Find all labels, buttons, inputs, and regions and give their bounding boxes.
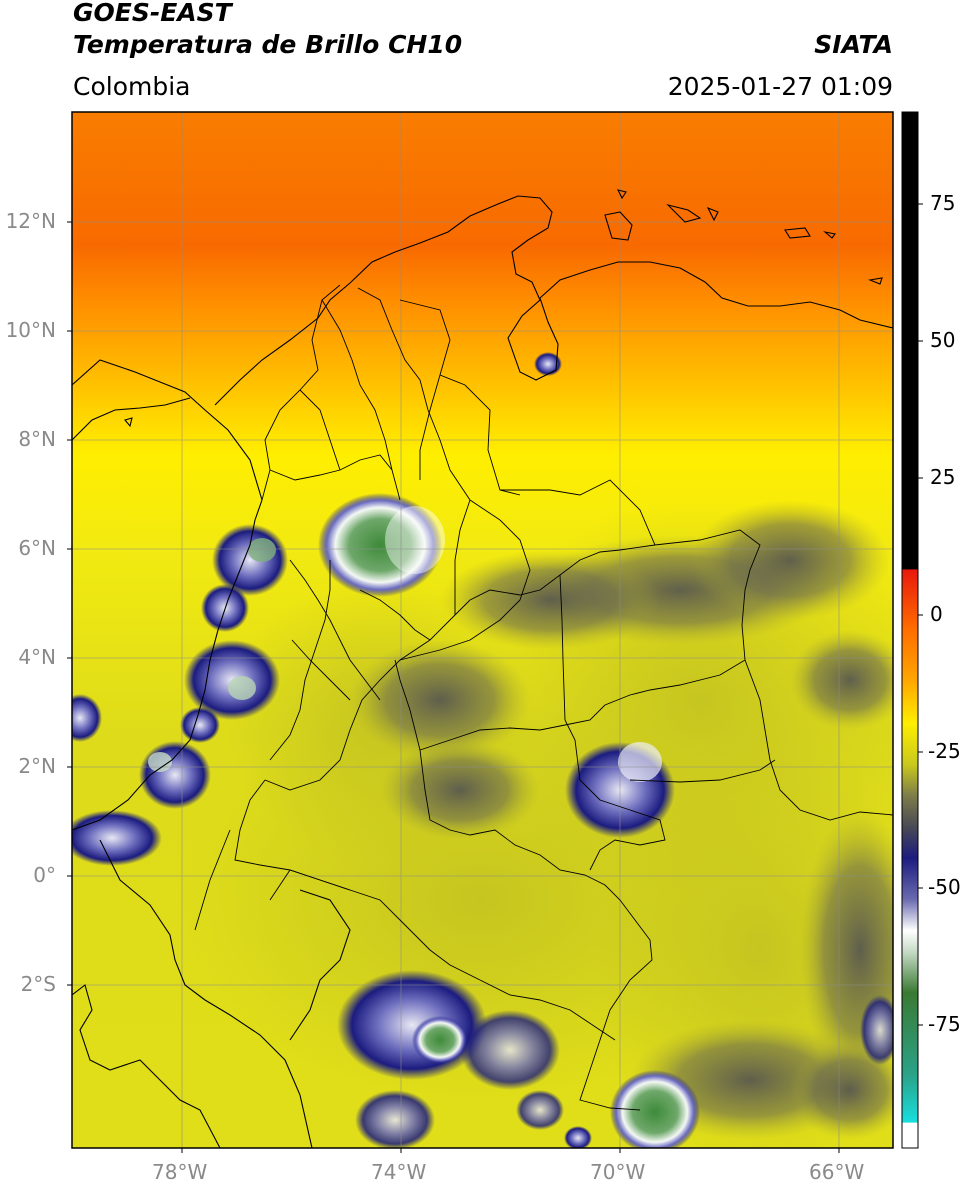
product-title: Temperatura de Brillo CH10 xyxy=(73,30,463,59)
colorbar-label: 0 xyxy=(930,602,943,626)
colorbar-label: -50 xyxy=(928,875,961,899)
lat-label: 4°N xyxy=(18,645,56,669)
lon-label: 74°W xyxy=(371,1160,427,1184)
lat-label: 0° xyxy=(33,863,56,887)
colorbar-label: 50 xyxy=(930,328,956,352)
satellite-title: GOES-EAST xyxy=(73,0,232,27)
lat-label: 10°N xyxy=(5,318,56,342)
colorbar xyxy=(902,112,918,1148)
lat-label: 2°S xyxy=(20,972,56,996)
lat-label: 12°N xyxy=(5,209,56,233)
lat-label: 2°N xyxy=(18,754,56,778)
lon-label: 66°W xyxy=(809,1160,865,1184)
colorbar-ticks xyxy=(918,203,923,1026)
map-frame xyxy=(71,111,894,1149)
storm-cell-magdalena xyxy=(318,493,442,597)
graticule xyxy=(72,112,893,1148)
colorbar-frame xyxy=(901,111,919,1149)
lon-label: 70°W xyxy=(590,1160,646,1184)
colorbar-label: -75 xyxy=(928,1012,961,1036)
colorbar-label: 75 xyxy=(930,191,956,215)
datetime-label: 2025-01-27 01:09 xyxy=(667,72,893,101)
lat-label: 8°N xyxy=(18,427,56,451)
lat-label: 6°N xyxy=(18,536,56,560)
lon-label: 78°W xyxy=(152,1160,208,1184)
political-borders xyxy=(194,284,893,1111)
storm-cell-south xyxy=(610,1070,700,1148)
region-label: Colombia xyxy=(73,72,191,101)
colorbar-label: 25 xyxy=(930,465,956,489)
org-label: SIATA xyxy=(814,30,893,59)
coastlines xyxy=(72,189,893,1148)
colorbar-label: -25 xyxy=(928,739,961,763)
